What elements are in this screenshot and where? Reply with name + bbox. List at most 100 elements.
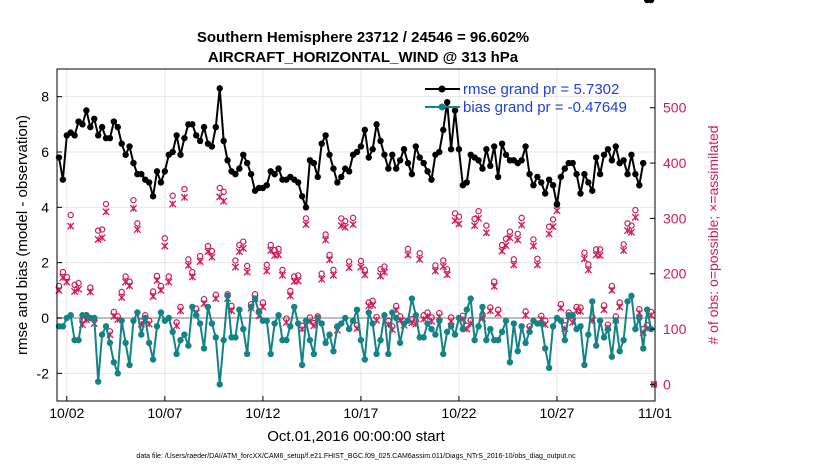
assimilated-point [423, 312, 432, 320]
bias-point [420, 334, 427, 341]
bias-point [549, 323, 557, 330]
bias-point [585, 331, 592, 338]
rmse-point [561, 165, 569, 172]
assimilated-point [518, 221, 526, 229]
bias-point [514, 348, 521, 355]
bias-point [338, 320, 345, 327]
legend-rmse-label: rmse grand pr = 5.7302 [463, 81, 619, 98]
possible-point [534, 255, 541, 262]
rmse-point [502, 151, 510, 158]
bias-point [200, 345, 208, 352]
possible-point [94, 227, 102, 234]
assimilated-point [545, 230, 553, 238]
bias-point [408, 295, 416, 302]
rmse-point [236, 165, 243, 172]
bias-point [177, 336, 184, 344]
assimilated-point [196, 257, 204, 266]
bias-point [506, 359, 514, 366]
assimilated-point [521, 311, 530, 319]
rmse-point [200, 123, 208, 131]
bias-point [443, 328, 451, 336]
y-tick-label: 0 [41, 310, 49, 326]
bias-point [581, 361, 588, 369]
x-tick-label: 10/12 [245, 405, 280, 421]
assimilated-point [153, 276, 161, 285]
bias-point [459, 325, 467, 333]
assimilated-point [506, 234, 514, 242]
bias-point [220, 336, 227, 344]
bias-point [479, 303, 486, 311]
assimilated-point [439, 262, 447, 271]
possible-point [530, 236, 537, 243]
bias-point [330, 348, 337, 355]
rmse-point [463, 179, 470, 186]
bias-point [130, 317, 137, 324]
bias-point [396, 339, 404, 347]
bias-point [440, 350, 447, 358]
rmse-point [189, 121, 196, 128]
rmse-point [334, 179, 341, 186]
assimilated-point [63, 278, 71, 286]
possible-point [134, 220, 141, 227]
bias-point [510, 320, 518, 327]
rmse-point [545, 176, 553, 183]
bias-point [436, 317, 443, 324]
rmse-point [177, 151, 184, 158]
bias-point [451, 331, 459, 338]
bias-point [165, 314, 172, 322]
possible-point [506, 228, 514, 235]
rmse-point [573, 170, 580, 178]
assimilated-point [455, 220, 463, 228]
possible-point [161, 235, 169, 242]
possible-point [220, 188, 227, 196]
rmse-point [498, 140, 506, 147]
assimilated-point [259, 303, 267, 311]
rmse-point [600, 151, 608, 158]
rmse-point [220, 137, 227, 145]
possible-point [208, 247, 216, 255]
y-tick-label: -2 [37, 365, 50, 381]
possible-point [545, 223, 553, 230]
assimilated-point [443, 271, 451, 279]
y-right-tick-label: 0 [663, 376, 671, 392]
assimilated-point [557, 304, 565, 312]
bias-point [189, 303, 196, 311]
assimilated-point [349, 220, 357, 229]
rmse-point [153, 168, 161, 175]
assimilated-point [231, 263, 240, 271]
possible-point [130, 196, 137, 204]
y-right-tick-label: 200 [663, 266, 687, 282]
bias-point [526, 328, 533, 336]
y-axis-right-label: # of obs: o=possible; ×=assimilated [705, 125, 721, 344]
bias-point [342, 314, 349, 322]
bias-point [118, 317, 125, 324]
bias-point [569, 312, 576, 319]
assimilated-point [502, 241, 510, 250]
assimilated-point [616, 303, 624, 311]
bias-point [75, 336, 82, 344]
assimilated-point [482, 229, 491, 237]
rmse-point [522, 143, 529, 150]
bias-point [424, 320, 431, 327]
assimilated-point [490, 282, 498, 291]
possible-point [632, 206, 639, 214]
rmse-point [491, 143, 498, 150]
possible-point [440, 257, 447, 264]
rmse-point [592, 154, 600, 161]
assimilated-point [619, 246, 628, 255]
assimilated-point [67, 222, 75, 230]
bias-point [557, 317, 565, 324]
bias-point [326, 331, 333, 338]
bias-point [173, 350, 180, 358]
assimilated-point [623, 226, 632, 235]
bias-point [322, 339, 329, 347]
bias-point [310, 350, 318, 358]
bias-point [432, 331, 439, 338]
rmse-point [612, 143, 619, 150]
assimilated-point [380, 268, 389, 276]
assimilated-point [357, 263, 365, 271]
bias-point [204, 303, 212, 311]
rmse-point [534, 173, 541, 181]
rmse-point [396, 157, 404, 164]
rmse-point [310, 159, 318, 167]
